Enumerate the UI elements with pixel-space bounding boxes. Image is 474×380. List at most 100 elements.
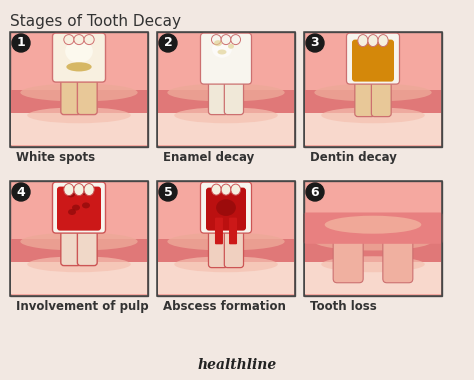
FancyBboxPatch shape — [158, 90, 294, 118]
Text: Enamel decay: Enamel decay — [163, 151, 254, 164]
FancyBboxPatch shape — [201, 33, 252, 84]
Ellipse shape — [321, 107, 425, 123]
FancyBboxPatch shape — [209, 74, 228, 115]
FancyBboxPatch shape — [158, 239, 294, 267]
Text: 4: 4 — [17, 185, 26, 198]
FancyBboxPatch shape — [157, 181, 295, 296]
Circle shape — [159, 183, 177, 201]
Circle shape — [12, 34, 30, 52]
Ellipse shape — [174, 256, 278, 272]
FancyBboxPatch shape — [11, 262, 147, 294]
FancyBboxPatch shape — [224, 74, 244, 115]
Ellipse shape — [66, 62, 91, 71]
FancyBboxPatch shape — [77, 223, 97, 266]
Ellipse shape — [82, 203, 90, 208]
Text: healthline: healthline — [197, 358, 277, 372]
Ellipse shape — [27, 107, 131, 123]
Ellipse shape — [68, 209, 76, 215]
Ellipse shape — [167, 233, 285, 250]
FancyBboxPatch shape — [209, 223, 228, 268]
FancyBboxPatch shape — [305, 90, 441, 118]
FancyBboxPatch shape — [10, 32, 148, 147]
FancyBboxPatch shape — [158, 113, 294, 146]
Text: Stages of Tooth Decay: Stages of Tooth Decay — [10, 14, 181, 29]
FancyBboxPatch shape — [157, 32, 295, 147]
FancyBboxPatch shape — [305, 113, 441, 146]
FancyBboxPatch shape — [229, 218, 237, 244]
FancyBboxPatch shape — [304, 181, 442, 296]
Text: Involvement of pulp: Involvement of pulp — [16, 300, 149, 313]
Ellipse shape — [72, 204, 80, 211]
Ellipse shape — [67, 192, 75, 197]
FancyBboxPatch shape — [11, 90, 147, 118]
Ellipse shape — [368, 35, 378, 47]
Ellipse shape — [174, 107, 278, 123]
Ellipse shape — [81, 189, 89, 195]
FancyBboxPatch shape — [305, 239, 441, 267]
Text: White spots: White spots — [16, 151, 95, 164]
Ellipse shape — [216, 199, 236, 216]
Ellipse shape — [358, 35, 368, 47]
FancyBboxPatch shape — [10, 181, 148, 296]
Ellipse shape — [64, 184, 74, 196]
FancyBboxPatch shape — [201, 182, 252, 233]
Ellipse shape — [84, 184, 94, 196]
FancyBboxPatch shape — [372, 74, 391, 117]
Text: 3: 3 — [310, 36, 319, 49]
Ellipse shape — [314, 84, 432, 101]
FancyBboxPatch shape — [383, 223, 413, 283]
Ellipse shape — [65, 40, 93, 63]
Circle shape — [159, 34, 177, 52]
FancyBboxPatch shape — [352, 40, 394, 82]
Text: 1: 1 — [17, 36, 26, 49]
Ellipse shape — [20, 233, 137, 250]
Ellipse shape — [314, 233, 432, 250]
Text: 6: 6 — [310, 185, 319, 198]
Text: 2: 2 — [164, 36, 173, 49]
Ellipse shape — [231, 184, 240, 195]
FancyBboxPatch shape — [304, 32, 442, 147]
Ellipse shape — [167, 84, 285, 101]
Ellipse shape — [27, 256, 131, 272]
Ellipse shape — [211, 35, 221, 44]
Ellipse shape — [218, 49, 227, 54]
Text: Abscess formation: Abscess formation — [163, 300, 286, 313]
Text: 5: 5 — [164, 185, 173, 198]
FancyBboxPatch shape — [53, 182, 106, 233]
Text: Dentin decay: Dentin decay — [310, 151, 397, 164]
FancyBboxPatch shape — [333, 223, 363, 283]
Ellipse shape — [212, 40, 232, 58]
FancyBboxPatch shape — [224, 223, 244, 268]
FancyBboxPatch shape — [61, 73, 81, 115]
Ellipse shape — [74, 184, 84, 196]
Ellipse shape — [214, 40, 222, 46]
Ellipse shape — [64, 35, 74, 44]
FancyBboxPatch shape — [11, 113, 147, 146]
Text: Tooth loss: Tooth loss — [310, 300, 377, 313]
Circle shape — [306, 34, 324, 52]
FancyBboxPatch shape — [53, 33, 106, 82]
Ellipse shape — [378, 35, 388, 47]
FancyBboxPatch shape — [303, 212, 443, 244]
Ellipse shape — [321, 256, 425, 272]
Circle shape — [306, 183, 324, 201]
Ellipse shape — [228, 44, 234, 49]
FancyBboxPatch shape — [61, 223, 81, 266]
FancyBboxPatch shape — [305, 262, 441, 294]
FancyBboxPatch shape — [206, 188, 246, 231]
Ellipse shape — [74, 35, 84, 44]
FancyBboxPatch shape — [57, 187, 101, 231]
Ellipse shape — [325, 216, 421, 234]
FancyBboxPatch shape — [215, 218, 223, 244]
Ellipse shape — [221, 35, 231, 44]
FancyBboxPatch shape — [158, 262, 294, 294]
Circle shape — [12, 183, 30, 201]
Ellipse shape — [221, 184, 231, 195]
FancyBboxPatch shape — [346, 33, 400, 84]
FancyBboxPatch shape — [11, 239, 147, 267]
Ellipse shape — [231, 35, 240, 44]
FancyBboxPatch shape — [355, 74, 374, 117]
Ellipse shape — [20, 84, 137, 101]
FancyBboxPatch shape — [77, 73, 97, 115]
Ellipse shape — [84, 35, 94, 44]
